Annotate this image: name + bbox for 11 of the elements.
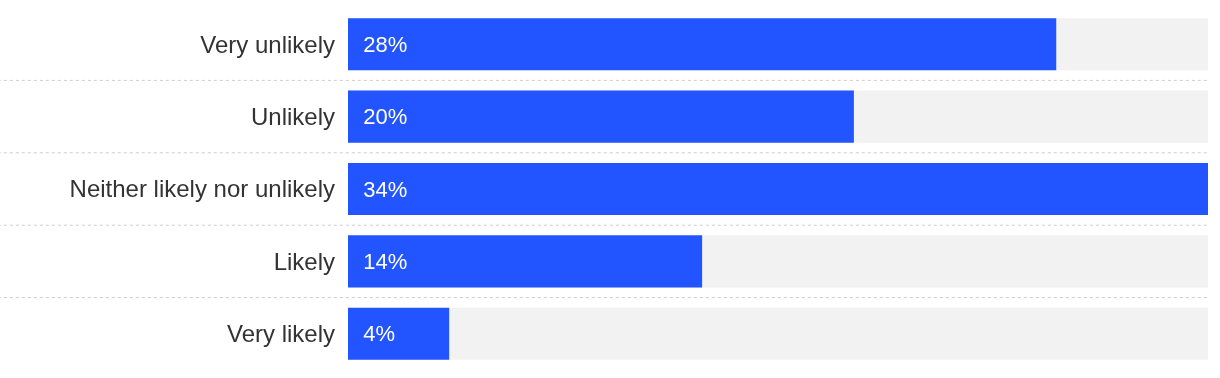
- data-label: 28%: [351, 31, 408, 57]
- data-label: 4%: [351, 321, 396, 347]
- y-tick-label: Very likely: [226, 320, 335, 348]
- data-label: 34%: [351, 176, 408, 202]
- data-label: 14%: [351, 248, 408, 274]
- y-tick-label: Very unlikely: [200, 30, 335, 58]
- y-tick-label: Likely: [273, 247, 335, 275]
- data-label: 20%: [351, 104, 408, 130]
- y-tick-label: Neither likely nor unlikely: [69, 175, 335, 203]
- bar: [348, 307, 450, 360]
- y-tick-label: Unlikely: [250, 103, 335, 130]
